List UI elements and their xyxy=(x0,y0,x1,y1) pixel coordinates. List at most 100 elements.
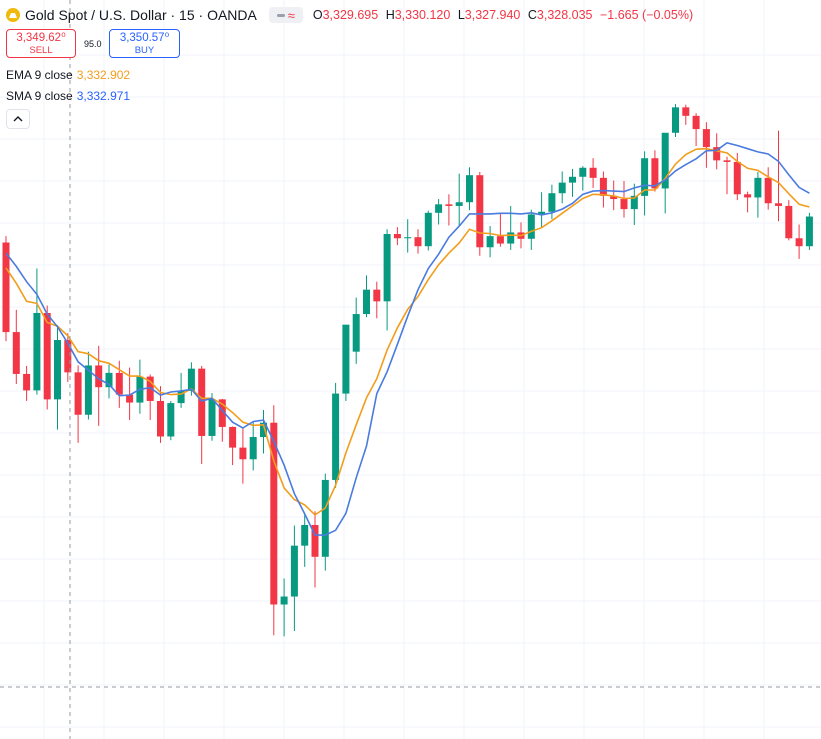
buy-button[interactable]: 3,350.57⁰ BUY xyxy=(109,29,180,58)
candle-body xyxy=(332,393,340,480)
candle xyxy=(661,132,669,214)
candles xyxy=(2,104,813,637)
candle-body xyxy=(723,160,731,162)
candle xyxy=(424,210,432,251)
candle xyxy=(229,426,237,466)
candle xyxy=(23,365,31,401)
candle xyxy=(290,525,298,631)
candle-body xyxy=(95,365,103,388)
market-status-pill[interactable]: ≈ xyxy=(268,7,303,23)
candle-body xyxy=(363,289,370,315)
candle xyxy=(198,365,206,465)
sell-button[interactable]: 3,349.62⁰ SELL xyxy=(6,29,76,58)
candle xyxy=(136,359,144,414)
candle-body xyxy=(115,372,123,395)
candle xyxy=(260,409,267,454)
candle xyxy=(651,150,659,192)
candle-body xyxy=(651,158,659,189)
spread-value: 95.0 xyxy=(84,39,102,49)
candle xyxy=(702,122,710,168)
candle xyxy=(332,382,340,488)
candle-body xyxy=(301,524,309,546)
candle-body xyxy=(146,376,154,401)
symbol-title[interactable]: Gold Spot / U.S. Dollar · 15 · OANDA xyxy=(25,7,257,23)
candle-body xyxy=(54,340,61,400)
candle-body xyxy=(229,426,237,448)
candle-body xyxy=(290,545,298,597)
candle-body xyxy=(672,107,679,133)
chevron-up-icon xyxy=(13,116,23,122)
low-value: 3,327.940 xyxy=(464,8,521,22)
candle xyxy=(363,275,370,318)
candle-body xyxy=(713,147,721,161)
candle-body xyxy=(702,129,710,148)
candle xyxy=(74,365,82,443)
candle-body xyxy=(569,176,576,183)
candle-body xyxy=(424,212,432,247)
open-value: 3,329.695 xyxy=(322,8,379,22)
candle-body xyxy=(466,175,473,203)
high-value: 3,330.120 xyxy=(394,8,451,22)
candle-body xyxy=(157,400,164,437)
collapse-legend-button[interactable] xyxy=(6,109,30,129)
candle-body xyxy=(733,161,741,195)
candle xyxy=(589,158,597,188)
candle-body xyxy=(486,236,494,248)
candle xyxy=(239,428,247,484)
candle xyxy=(404,219,412,253)
buy-label: BUY xyxy=(134,44,155,56)
candle-body xyxy=(538,211,546,215)
candle xyxy=(435,199,443,225)
candle-body xyxy=(373,289,381,302)
candle-body xyxy=(352,314,360,352)
candle-body xyxy=(126,394,134,403)
sma-label: SMA 9 close xyxy=(6,89,73,103)
candle xyxy=(496,213,504,247)
sma-line xyxy=(5,142,810,536)
candle-body xyxy=(74,372,82,415)
ema-legend[interactable]: EMA 9 close 3,332.902 xyxy=(6,68,130,82)
candle xyxy=(630,183,638,226)
candle-body xyxy=(177,390,185,404)
candle xyxy=(105,364,113,399)
candle-body xyxy=(476,175,484,248)
candle-body xyxy=(455,202,463,206)
candle xyxy=(270,405,278,636)
candle xyxy=(352,297,360,364)
candle-body xyxy=(187,368,195,391)
candle xyxy=(579,166,587,191)
candle xyxy=(33,268,41,395)
candle-body xyxy=(12,332,20,374)
wave-icon: ≈ xyxy=(287,7,295,23)
candle xyxy=(569,168,576,197)
candle-body xyxy=(527,214,535,239)
candle xyxy=(2,236,10,342)
candle-body xyxy=(23,373,31,391)
candle-body xyxy=(785,205,793,239)
candle xyxy=(672,104,679,138)
candle-body xyxy=(754,177,762,198)
candle-body xyxy=(507,232,515,244)
candle-body xyxy=(260,422,267,438)
close-value: 3,328.035 xyxy=(536,8,593,22)
candle xyxy=(445,194,453,226)
candle-body xyxy=(342,324,350,394)
candle xyxy=(466,167,473,211)
gold-coin-icon[interactable] xyxy=(6,8,20,22)
candle-body xyxy=(548,193,556,212)
ema-line xyxy=(5,147,810,516)
candle-body xyxy=(43,312,51,400)
close-label: C xyxy=(527,8,537,22)
candle xyxy=(723,156,731,195)
candle xyxy=(486,226,494,258)
candle-body xyxy=(218,399,226,427)
sma-legend[interactable]: SMA 9 close 3,332.971 xyxy=(6,89,130,103)
open-label: O xyxy=(312,8,323,22)
candle xyxy=(455,173,463,227)
candle xyxy=(805,212,813,250)
candle-body xyxy=(620,199,628,210)
candle xyxy=(321,473,329,571)
candle-body xyxy=(105,372,113,388)
candle-body xyxy=(383,234,391,302)
